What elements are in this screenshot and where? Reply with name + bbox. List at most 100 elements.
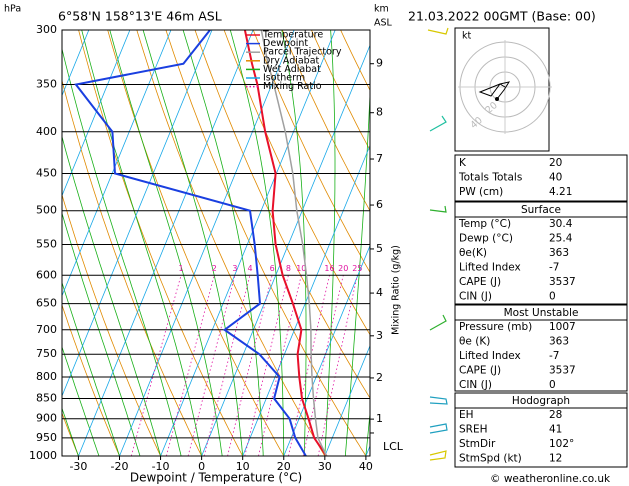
table-label: Dewp (°C) xyxy=(459,233,513,245)
table-value: 3537 xyxy=(549,365,576,377)
table-label: EH xyxy=(459,409,474,421)
mixing-ratio-label: 25 xyxy=(352,264,362,273)
wind-barb xyxy=(429,115,447,132)
table-frame xyxy=(454,154,628,202)
table-value: 363 xyxy=(549,247,569,259)
table-label: θe (K) xyxy=(459,336,490,348)
table-value: 0 xyxy=(549,379,556,391)
table-frame xyxy=(454,201,628,305)
table-value: 25.4 xyxy=(549,233,573,245)
y2-tick-label: 4 xyxy=(376,286,383,299)
wet-adiabat xyxy=(62,345,100,456)
table-value: -7 xyxy=(549,350,559,362)
dry-adiabat xyxy=(62,303,120,456)
y-tick-label: 650 xyxy=(36,297,57,310)
table-title: Surface xyxy=(521,204,561,216)
legend-label: Isotherm xyxy=(263,73,305,84)
table-value: -7 xyxy=(549,262,559,274)
table-value: 1007 xyxy=(549,321,576,333)
table-frame xyxy=(454,392,628,468)
foreground: 1 2 3 4 6 8 10 16 20 25 300 350 400 450 500 550 600 650 70… xyxy=(29,23,404,473)
table-frame xyxy=(454,304,628,392)
mixing-ratio-label: 16 xyxy=(324,264,334,273)
legend-label: Mixing Ratio xyxy=(263,81,322,92)
isotherm xyxy=(201,44,370,456)
wind-barbs xyxy=(427,27,449,461)
table-label: Pressure (mb) xyxy=(459,321,532,333)
mixing-ratio-label: 1 xyxy=(179,264,184,273)
legend-label: Temperature xyxy=(262,30,323,41)
table-label: Lifted Index xyxy=(459,350,521,362)
table-label: CAPE (J) xyxy=(459,276,501,288)
table-value: 3537 xyxy=(549,276,576,288)
table-value: 20 xyxy=(549,157,562,169)
table-value: 4.21 xyxy=(549,186,572,198)
dry-adiabat xyxy=(311,30,370,152)
table-title: Most Unstable xyxy=(504,307,579,319)
y2-tick-label: 7 xyxy=(376,152,383,165)
table-value: 41 xyxy=(549,424,562,436)
table-value: 28 xyxy=(549,409,562,421)
y-tick-label: 800 xyxy=(36,370,57,383)
y2-tick-label: 3 xyxy=(376,329,383,342)
y2-axis-label: ASL xyxy=(374,18,393,29)
dry-adiabat xyxy=(252,30,370,274)
table-title: Hodograph xyxy=(512,395,570,407)
y2-tick-label: 8 xyxy=(376,106,383,119)
y-tick-label: 700 xyxy=(36,323,57,336)
wind-barb xyxy=(429,314,447,331)
isotherm xyxy=(78,30,254,456)
y2-axis-label: km xyxy=(374,4,389,15)
table-label: StmSpd (kt) xyxy=(459,453,522,465)
table-label: CIN (J) xyxy=(459,379,492,391)
table-label: SREH xyxy=(459,424,488,436)
x-tick-label: 40 xyxy=(359,460,373,473)
y-tick-label: 1000 xyxy=(29,449,57,462)
wet-adiabat xyxy=(62,406,79,456)
profile-line xyxy=(243,30,328,456)
y-tick-label: 450 xyxy=(36,166,57,179)
y-tick-label: 300 xyxy=(36,23,57,36)
mixing-ratio-axis-label: Mixing Ratio (g/kg) xyxy=(391,245,402,335)
table-value: 40 xyxy=(549,172,562,184)
hodograph-trace xyxy=(478,81,511,100)
y-tick-label: 400 xyxy=(36,125,57,138)
isotherm xyxy=(62,30,131,197)
y-tick-label: 600 xyxy=(36,268,57,281)
hodograph-unit: kt xyxy=(462,31,472,42)
x-axis-label: Dewpoint / Temperature (°C) xyxy=(130,471,302,485)
y-tick-label: 500 xyxy=(36,204,57,217)
profile-line xyxy=(74,30,307,456)
x-tick-label: 10 xyxy=(236,460,250,473)
wind-barb xyxy=(429,396,448,405)
mixing-ratio-label: 4 xyxy=(247,264,252,273)
table-label: CIN (J) xyxy=(459,291,492,303)
y-tick-label: 350 xyxy=(36,78,57,91)
mixing-ratio-line xyxy=(166,275,215,456)
x-tick-label: 30 xyxy=(318,460,332,473)
station-title: 6°58'N 158°13'E 46m ASL xyxy=(58,9,222,24)
plot-frame xyxy=(61,29,371,457)
isotherm xyxy=(324,344,370,456)
y-tick-label: 950 xyxy=(36,431,57,444)
table-label: Totals Totals xyxy=(458,172,522,184)
mixing-ratio-label: 10 xyxy=(296,264,306,273)
hodograph: kt 20 40 xyxy=(454,27,552,152)
y2-tick-label: 2 xyxy=(376,371,383,384)
profile-line xyxy=(260,30,328,456)
y2-tick-label: 6 xyxy=(376,198,383,211)
y-tick-label: 550 xyxy=(36,237,57,250)
y2-tick-label: LCL xyxy=(383,440,404,453)
table-label: Lifted Index xyxy=(459,262,521,274)
table-label: PW (cm) xyxy=(459,186,503,198)
hodograph-point xyxy=(495,97,499,101)
table-label: StmDir xyxy=(459,438,496,450)
y-tick-label: 850 xyxy=(36,391,57,404)
hodograph-frame xyxy=(454,27,550,152)
table-label: K xyxy=(459,157,467,169)
y2-tick-label: 9 xyxy=(376,57,383,70)
mixing-ratio-label: 8 xyxy=(286,264,291,273)
legend-label: Parcel Trajectory xyxy=(263,47,342,58)
mixing-ratio-label: 20 xyxy=(338,264,348,273)
